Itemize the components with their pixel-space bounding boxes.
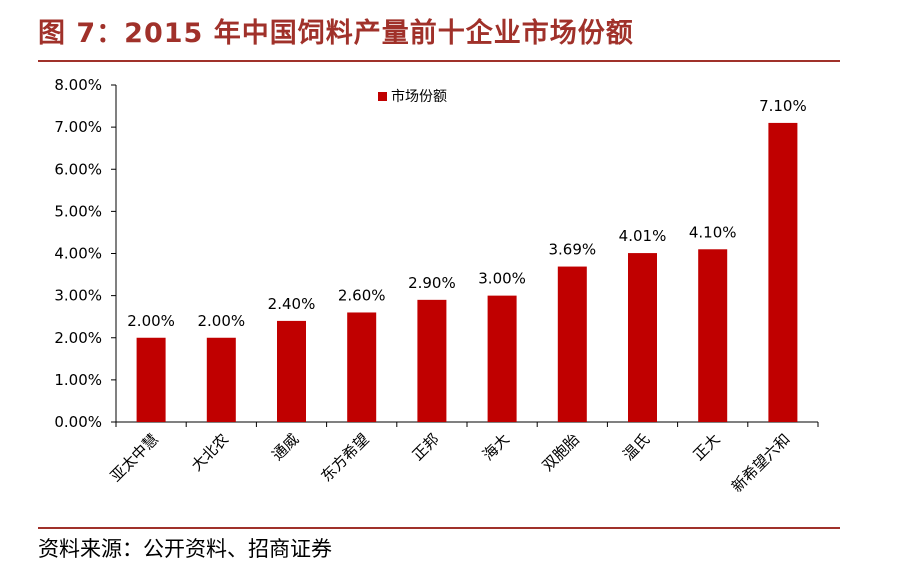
x-tick-label: 海大 (479, 430, 513, 464)
x-tick-label: 新希望六和 (728, 430, 794, 496)
bar (136, 337, 166, 422)
bar (277, 320, 306, 422)
x-tick-label: 温氏 (619, 430, 653, 464)
y-tick-label: 2.00% (54, 329, 102, 347)
y-tick-label: 0.00% (54, 413, 102, 431)
bar-value-label: 2.90% (408, 274, 456, 292)
bar-value-label: 2.40% (268, 295, 316, 313)
x-tick-label: 正邦 (409, 430, 443, 464)
bar (347, 312, 377, 422)
bar-value-label: 2.60% (338, 286, 386, 304)
bar (628, 253, 657, 422)
bar-value-label: 3.00% (478, 270, 526, 288)
bar (698, 249, 728, 422)
x-tick-label: 亚太中慧 (107, 430, 162, 485)
bar (417, 299, 447, 422)
title-rule (38, 60, 840, 62)
x-tick-label: 东方希望 (317, 430, 372, 485)
y-tick-label: 5.00% (54, 202, 102, 220)
bar-value-label: 4.01% (619, 227, 667, 245)
bar-series: 2.00% 2.00% 2.40% 2.60% 2.90% 3.00% 3.69% 4.01%… (127, 97, 807, 422)
legend-label: 市场份额 (391, 88, 447, 105)
bar (768, 122, 798, 422)
legend-swatch (378, 92, 387, 101)
x-tick-label: 大北农 (188, 430, 233, 475)
y-tick-label: 1.00% (54, 371, 102, 389)
y-tick-label: 3.00% (54, 287, 102, 305)
bar (206, 337, 236, 422)
bar-value-label: 2.00% (197, 312, 245, 330)
x-tick-label: 通威 (268, 430, 302, 464)
bar-chart: 0.00% 1.00% 2.00% 3.00% 4.00% 5.00% 6.00% 7.00%… (54, 76, 819, 496)
bar (487, 295, 517, 422)
y-tick-label: 6.00% (54, 160, 102, 178)
y-axis: 0.00% 1.00% 2.00% 3.00% 4.00% 5.00% 6.00% 7.00%… (54, 76, 117, 431)
bar (557, 266, 587, 422)
y-tick-label: 4.00% (54, 245, 102, 263)
x-axis: 亚太中慧 大北农 通威 东方希望 正邦 海大 双胞胎 温氏 正大 新希望六和 (107, 421, 819, 496)
bar-value-label: 4.10% (689, 223, 737, 241)
bar-value-label: 2.00% (127, 312, 175, 330)
bar-value-label: 3.69% (548, 241, 596, 259)
x-tick-label: 正大 (690, 430, 724, 464)
bar-value-label: 7.10% (759, 97, 807, 115)
y-tick-label: 7.00% (54, 118, 102, 136)
y-tick-label: 8.00% (54, 76, 102, 94)
source-note: 资料来源：公开资料、招商证券 (38, 537, 332, 561)
legend: 市场份额 (378, 88, 447, 105)
figure-title: 图 7：2015 年中国饲料产量前十企业市场份额 (38, 18, 634, 49)
source-rule (38, 527, 840, 529)
x-tick-label: 双胞胎 (539, 430, 584, 475)
